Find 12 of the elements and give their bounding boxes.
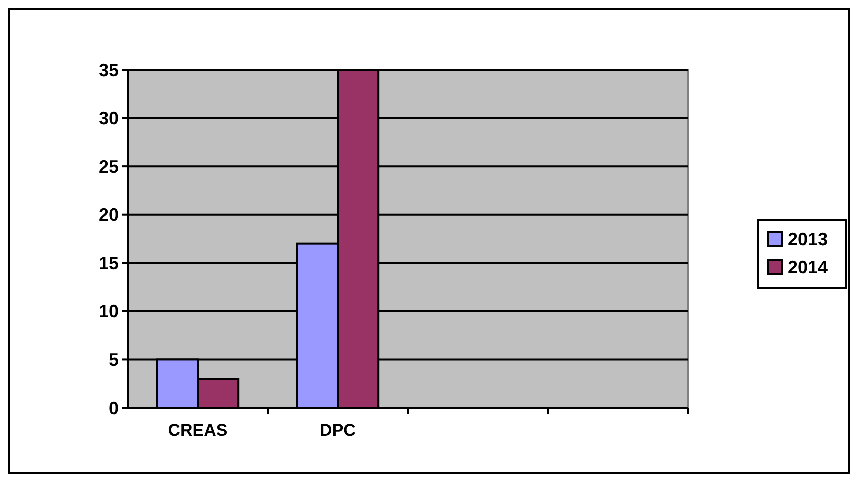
y-tick-label: 15: [98, 253, 119, 274]
y-tick-label: 20: [98, 205, 119, 226]
y-tick-label: 5: [108, 350, 119, 370]
legend-label: 2013: [788, 229, 828, 250]
y-tick-label: 25: [98, 156, 119, 177]
y-tick-label: 0: [108, 398, 119, 418]
y-tick-label: 35: [98, 60, 119, 80]
y-tick-label: 30: [98, 108, 119, 129]
legend-label: 2014: [788, 257, 828, 278]
y-tick-label: 10: [98, 302, 119, 322]
x-tick-label: CREAS: [168, 421, 228, 440]
x-tick-label: DPC: [320, 421, 356, 440]
